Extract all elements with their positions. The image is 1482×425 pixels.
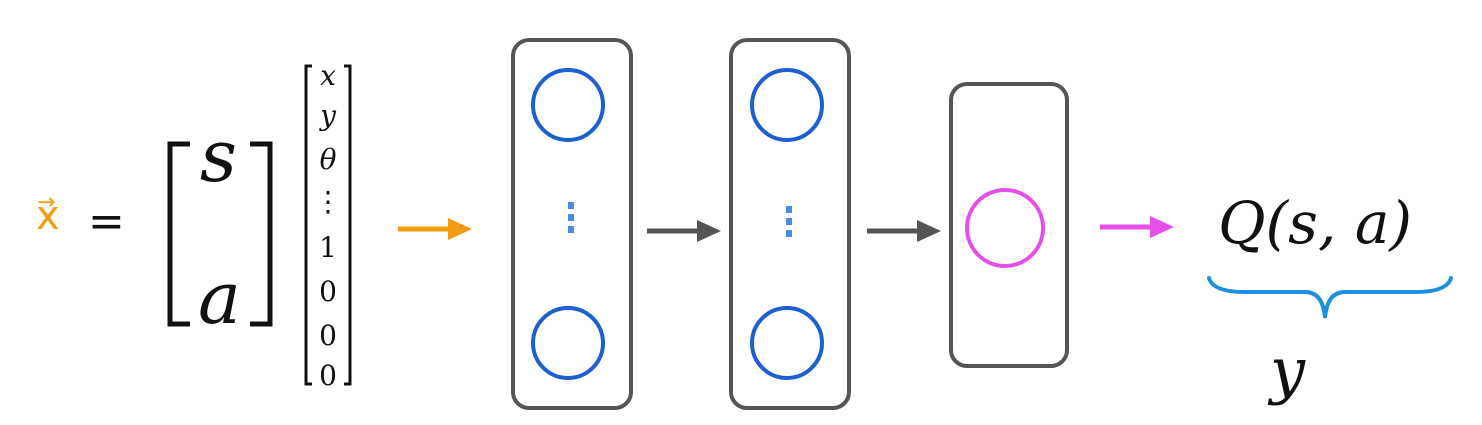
q-value-text: Q(s, a) xyxy=(1218,189,1413,257)
output-arrow xyxy=(1100,216,1174,238)
state-vector-entry-y: y xyxy=(320,99,336,132)
input-vector-symbol: x xyxy=(36,193,60,239)
hidden-arrow-1 xyxy=(647,220,721,242)
output-node xyxy=(965,188,1045,268)
target-brace xyxy=(1207,276,1453,319)
state-vector-entry-3: 0 xyxy=(319,319,337,352)
state-vector-entry-1: 1 xyxy=(319,231,337,264)
input-bracket xyxy=(167,141,273,327)
hidden-layer-2-node-bottom xyxy=(750,306,824,380)
hidden-layer-2-node-top xyxy=(750,68,824,142)
hidden-layer-1-node-top xyxy=(531,68,605,142)
hidden-layer-1-node-bottom xyxy=(531,306,605,380)
hidden-arrow-2 xyxy=(867,220,941,242)
action-symbol: a xyxy=(198,256,241,340)
state-vector-entry-ellipsis: ⋮ xyxy=(314,185,342,218)
q-value-label: Q(s, a) xyxy=(1218,194,1412,252)
hidden-layer-2-ellipsis xyxy=(784,206,794,242)
state-vector-bracket xyxy=(304,64,352,386)
input-arrow xyxy=(398,218,472,240)
target-label: y xyxy=(1270,334,1306,407)
state-vector-entry-x: x xyxy=(320,59,336,92)
state-symbol: s xyxy=(200,114,237,198)
equals-sign: = xyxy=(88,196,125,247)
state-vector-entry-4: 0 xyxy=(319,359,337,392)
state-vector-entry-theta: θ xyxy=(319,143,337,176)
state-vector-entry-2: 0 xyxy=(319,275,337,308)
hidden-layer-1-ellipsis xyxy=(566,202,576,238)
vector-arrow-mark: → xyxy=(37,190,56,215)
